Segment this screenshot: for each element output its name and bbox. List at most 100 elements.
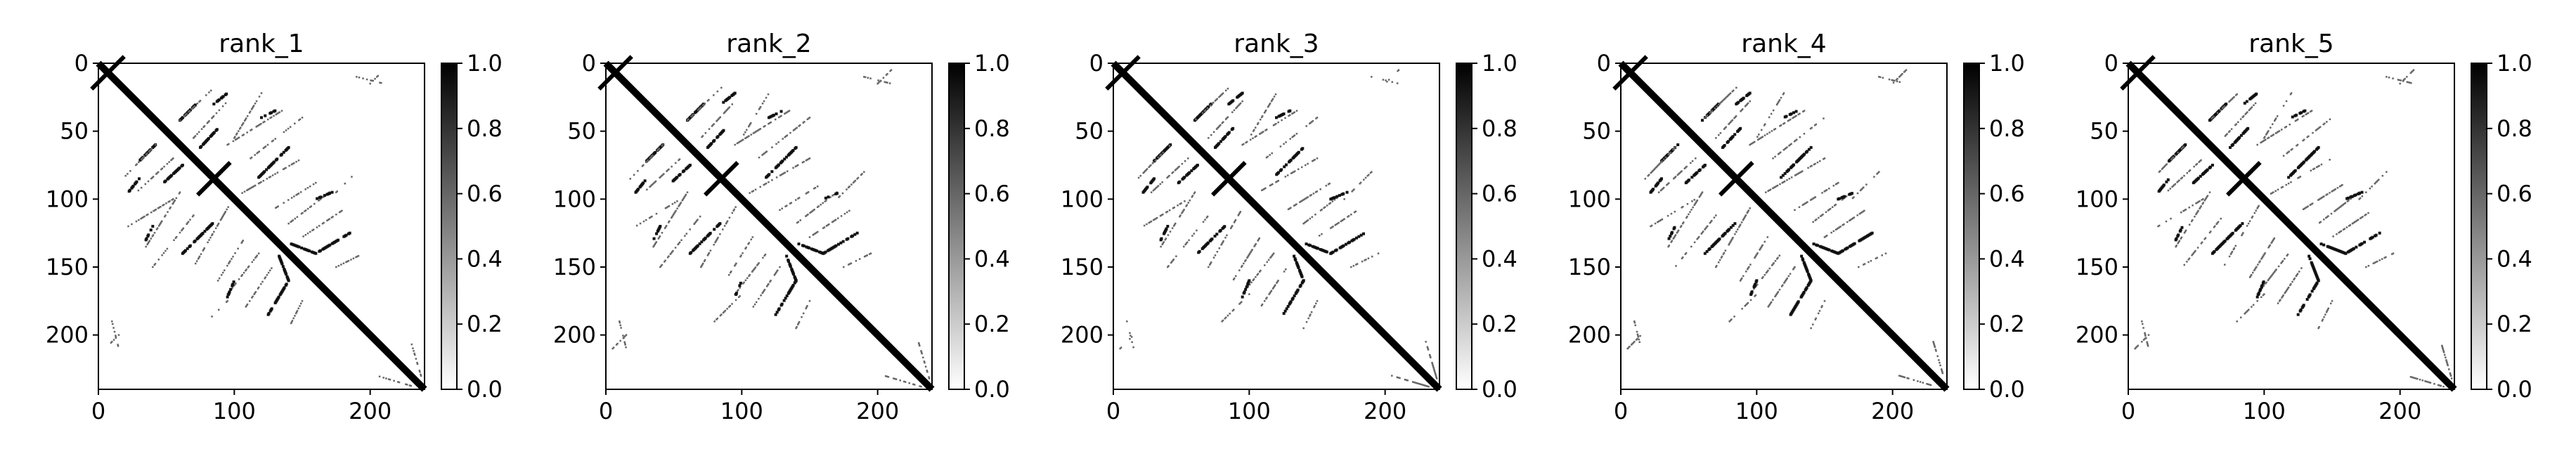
contact-cell [2289, 284, 2291, 287]
contact-cell [1905, 69, 1908, 71]
contact-cell [335, 266, 337, 268]
contact-cell [2291, 280, 2293, 283]
contact-cell [2449, 373, 2452, 376]
contact-cell [137, 189, 140, 192]
contact-cell [258, 96, 261, 98]
contact-cell [1862, 186, 1865, 189]
contact-cell [199, 100, 202, 102]
contact-cell [1775, 294, 1777, 297]
contact-cell [782, 173, 784, 175]
contact-cell [1305, 197, 1308, 199]
contact-cell [212, 116, 214, 118]
contact-cell [1767, 190, 1769, 192]
contact-cell [762, 257, 764, 259]
contact-cell [1658, 163, 1660, 165]
contact-cell [1172, 259, 1174, 262]
contact-cell [150, 238, 153, 240]
contact-cell [1899, 375, 1902, 377]
contact-cell [2285, 126, 2288, 128]
contact-cell [1239, 102, 1242, 105]
contact-cell [2345, 226, 2348, 228]
contact-cell [1634, 324, 1636, 327]
panel-rank-4: rank_40 100 2000501001502000.00.20.40.60.8… [1568, 30, 2025, 424]
contact-cell [2174, 154, 2176, 157]
contact-cell [779, 174, 782, 176]
contact-cell [2386, 76, 2388, 78]
contact-cell [2281, 260, 2284, 262]
x-tick-label: 100 [1228, 398, 1271, 424]
contact-cell [1814, 219, 1817, 221]
contact-cell [2407, 81, 2409, 84]
contact-cell [220, 273, 223, 276]
contact-cell [2177, 242, 2180, 245]
contact-cell [1241, 301, 1243, 303]
contact-cell [1648, 174, 1650, 176]
contact-cell [671, 215, 673, 218]
contact-cell [1342, 192, 1345, 195]
contact-cell [148, 150, 150, 152]
contact-cell [2181, 146, 2184, 149]
contact-cell [2260, 141, 2262, 144]
contact-cell [1285, 268, 1287, 271]
contact-cell [803, 160, 805, 163]
contact-cell [172, 157, 174, 160]
contact-cell [1803, 152, 1806, 156]
contact-cell [236, 132, 238, 135]
contact-cell [248, 188, 250, 190]
contact-cell [1239, 301, 1242, 304]
contact-cell [1268, 293, 1270, 295]
contact-cell [1163, 241, 1165, 243]
contact-cell [1793, 267, 1795, 269]
contact-cell [327, 219, 330, 221]
colorbar-frame [2471, 63, 2487, 390]
contact-cell [708, 98, 710, 101]
y-tick-label: 200 [1568, 322, 1611, 349]
contact-cell [1271, 287, 1274, 290]
contact-cell [753, 267, 756, 270]
contact-cell [1356, 263, 1359, 265]
contact-cell [1333, 196, 1336, 200]
contact-cell [1167, 176, 1170, 178]
contact-cell [1257, 240, 1259, 242]
contact-cell [1810, 199, 1812, 201]
contact-cell [221, 95, 225, 98]
contact-cell [1208, 239, 1212, 242]
contact-cell [1709, 112, 1711, 114]
contact-cell [687, 118, 690, 121]
contact-cell [252, 259, 255, 261]
contact-cell [735, 262, 737, 265]
contact-cell [2238, 136, 2241, 139]
contact-cell [831, 195, 834, 197]
contact-cell [1698, 195, 1701, 198]
contact-cell [1661, 160, 1663, 162]
contact-cell [166, 162, 169, 165]
contact-cell [1243, 143, 1245, 145]
diagonal-cross [1105, 55, 1141, 91]
contact-cell [352, 257, 355, 259]
contact-cell [1768, 131, 1771, 134]
contact-cell [678, 242, 680, 245]
contact-cell [1347, 215, 1350, 217]
contact-cell [2180, 211, 2182, 214]
contact-cell [2372, 262, 2375, 264]
contact-cell [1662, 188, 1664, 190]
contact-cell [734, 206, 737, 208]
contact-cell [1700, 233, 1703, 235]
contact-cell [2274, 269, 2277, 272]
contact-cell [674, 247, 677, 249]
contact-cell [150, 148, 153, 150]
contact-cell [1774, 155, 1776, 158]
contact-cell [699, 215, 701, 218]
contact-cell [1799, 112, 1801, 115]
contact-cell [701, 265, 703, 267]
contact-cell [269, 117, 271, 119]
contact-cell [2392, 252, 2395, 254]
contact-cell [212, 233, 214, 235]
contact-cell [2371, 235, 2374, 239]
contact-cell [2318, 198, 2321, 200]
contact-cell [1432, 364, 1434, 367]
contact-cell [1801, 170, 1804, 172]
contact-cell [1772, 263, 1774, 266]
contact-cell [2322, 318, 2324, 320]
contact-cell [676, 207, 678, 209]
